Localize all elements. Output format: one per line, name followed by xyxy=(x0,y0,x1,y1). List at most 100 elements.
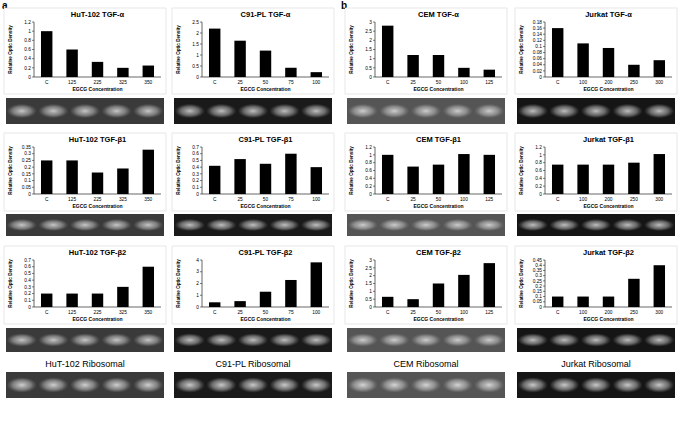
ribosomal-gel xyxy=(174,372,332,398)
x-tick-label: C xyxy=(45,310,49,315)
bar-chart: CEM TGF-α00.511.522.53Relative Optic Den… xyxy=(345,8,507,94)
chart-title: C91-PL TGF-α xyxy=(241,10,291,19)
gel-band xyxy=(518,333,548,346)
y-tick-label: 0.7 xyxy=(192,145,199,150)
x-tick-label: 50 xyxy=(263,197,269,202)
y-axis xyxy=(202,22,203,77)
bar-chart: CEM TGF-β200.511.522.53Relative Optic De… xyxy=(345,246,507,324)
gel-band xyxy=(474,104,504,119)
y-axis xyxy=(202,147,203,194)
bar xyxy=(311,262,322,307)
bar xyxy=(285,68,296,77)
bar xyxy=(552,28,563,77)
gel-band xyxy=(411,333,441,346)
gel-band xyxy=(549,219,579,231)
y-tick-label: 0.6 xyxy=(192,151,199,156)
gel-image xyxy=(347,98,505,124)
chart-title: CEM TGF-β1 xyxy=(416,135,461,144)
gel-band xyxy=(379,333,409,346)
x-tick-label: 75 xyxy=(288,197,294,202)
y-tick-label: 0.3 xyxy=(24,285,31,290)
bar xyxy=(209,29,220,77)
x-tick-label: 125 xyxy=(68,197,76,202)
x-tick-label: 25 xyxy=(410,197,416,202)
y-tick-label: 0.18 xyxy=(533,20,543,25)
x-tick-label: 100 xyxy=(460,197,468,202)
y-axis-label: Relative Optic Density xyxy=(349,25,354,74)
gel-band xyxy=(70,104,100,119)
gel-band xyxy=(442,219,472,231)
gel-band xyxy=(581,333,611,346)
ribosomal-gel xyxy=(347,372,505,398)
gel-band xyxy=(348,219,378,231)
gel-band xyxy=(581,377,611,393)
y-axis-label: Relative Optic Density xyxy=(519,25,524,74)
bar xyxy=(311,72,322,77)
chart-title: Jurkat TGF-α xyxy=(585,10,632,19)
gel-label: CEM Ribosomal xyxy=(393,359,458,369)
gel-band xyxy=(644,377,674,393)
gel-band xyxy=(379,219,409,231)
gel-band xyxy=(38,104,68,119)
bar xyxy=(654,265,665,307)
chart-frame xyxy=(345,133,507,211)
gel-background xyxy=(347,328,505,352)
x-tick-label: C xyxy=(556,197,560,202)
x-tick-label: 250 xyxy=(630,80,638,85)
chart-frame xyxy=(4,246,166,324)
gel-band xyxy=(101,104,131,119)
y-tick-label: 0.5 xyxy=(24,271,31,276)
y-tick-label: 0.4 xyxy=(365,176,372,181)
y-tick-label: 0.15 xyxy=(533,289,543,294)
gel-band xyxy=(474,333,504,346)
bar xyxy=(458,68,469,77)
gel-band xyxy=(411,377,441,393)
x-tick-label: 100 xyxy=(579,310,587,315)
bar xyxy=(603,297,614,307)
chart-title: HuT-102 TGF-α xyxy=(71,10,125,19)
y-axis-label: Relative Optic Density xyxy=(519,259,524,308)
gel-background xyxy=(347,214,505,236)
y-tick-label: 1 xyxy=(539,153,542,158)
gel-band xyxy=(206,219,236,231)
x-tick-label: 100 xyxy=(579,197,587,202)
bar xyxy=(234,41,245,77)
figure: abHuT-102 TGF-α00.20.40.60.811.2Relative… xyxy=(0,0,685,433)
bar xyxy=(484,70,495,77)
y-tick-label: 0.4 xyxy=(192,165,199,170)
bar-chart: Jurkat TGF-α00.020.040.060.080.10.120.14… xyxy=(515,8,677,94)
y-tick-label: 0.3 xyxy=(535,273,542,278)
gel-band xyxy=(581,104,611,119)
bar xyxy=(484,263,495,307)
y-tick-label: 0.4 xyxy=(24,278,31,283)
x-tick-label: 125 xyxy=(485,197,493,202)
x-tick-label: 125 xyxy=(485,310,493,315)
gel-band xyxy=(644,333,674,346)
y-tick-label: 0.25 xyxy=(22,158,32,163)
x-tick-label: C xyxy=(213,80,217,85)
gel-band xyxy=(70,219,100,231)
bar xyxy=(382,297,393,307)
chart-title: CEM TGF-β2 xyxy=(416,248,461,257)
gel-band xyxy=(269,333,299,346)
bar xyxy=(311,167,322,194)
x-tick-label: C xyxy=(386,310,390,315)
gel-band xyxy=(549,104,579,119)
ribosomal-gel xyxy=(6,372,164,398)
x-tick-label: 250 xyxy=(630,310,638,315)
bar xyxy=(484,155,495,194)
x-tick-label: 75 xyxy=(288,80,294,85)
x-tick-label: 300 xyxy=(655,80,663,85)
chart-frame xyxy=(172,133,334,211)
bar-chart: CEM TGF-β100.20.40.60.811.2Relative Opti… xyxy=(345,133,507,211)
y-tick-label: 0.5 xyxy=(192,64,199,69)
x-tick-label: 350 xyxy=(144,80,152,85)
x-tick-label: 100 xyxy=(312,310,320,315)
gel-image xyxy=(6,214,164,236)
gel-background xyxy=(517,372,675,398)
gel-background xyxy=(347,372,505,398)
y-tick-label: 1 xyxy=(369,289,372,294)
gel-band xyxy=(612,377,642,393)
x-tick-label: 100 xyxy=(460,310,468,315)
y-tick-label: 0.45 xyxy=(533,258,543,263)
